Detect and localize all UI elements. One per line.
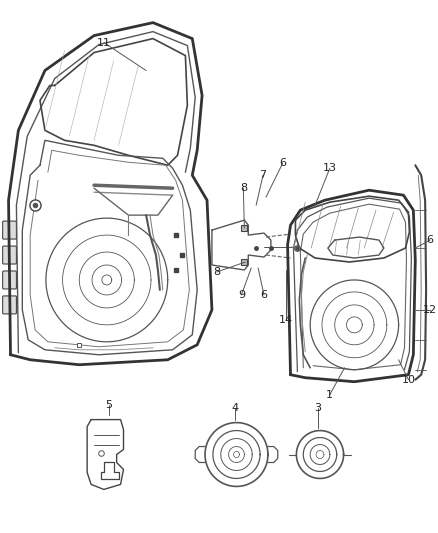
Text: 14: 14 [279,315,293,325]
Text: 5: 5 [105,400,112,410]
Text: 6: 6 [279,158,286,168]
Text: 6: 6 [427,235,434,245]
FancyBboxPatch shape [3,246,16,264]
Text: 7: 7 [259,170,267,180]
Text: 12: 12 [423,305,437,315]
Text: 8: 8 [240,183,247,193]
FancyBboxPatch shape [3,296,16,314]
Text: 9: 9 [238,290,245,300]
Text: 13: 13 [323,163,337,173]
Text: 6: 6 [261,290,268,300]
Text: 4: 4 [231,402,238,413]
FancyBboxPatch shape [3,221,16,239]
Text: 3: 3 [314,402,321,413]
Text: 1: 1 [326,390,333,400]
FancyBboxPatch shape [3,271,16,289]
Text: 10: 10 [401,375,415,385]
Text: 11: 11 [97,38,111,47]
Text: 8: 8 [213,267,220,277]
